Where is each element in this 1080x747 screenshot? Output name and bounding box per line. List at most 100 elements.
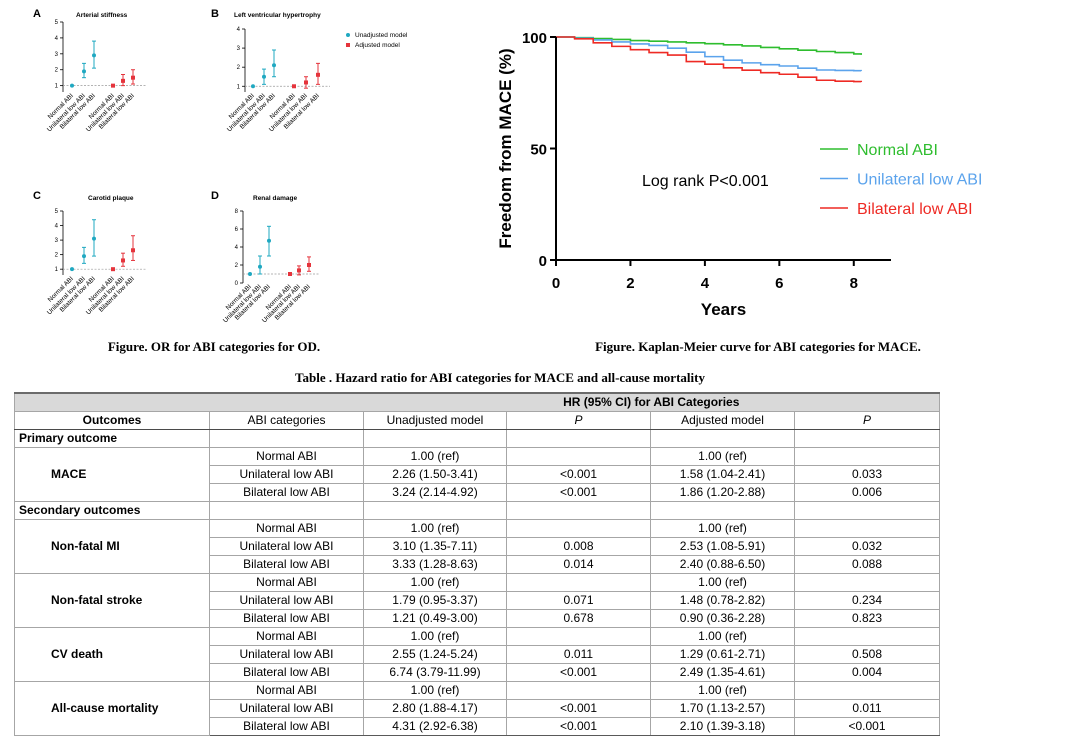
outcome-label: All-cause mortality bbox=[14, 681, 210, 736]
p-adjusted-cell: <0.001 bbox=[794, 717, 940, 736]
x-axis-label: Years bbox=[701, 300, 746, 319]
legend-label: Bilateral low ABI bbox=[857, 201, 973, 218]
empty-cell bbox=[506, 501, 651, 520]
hr-adjusted-cell: 2.53 (1.08-5.91) bbox=[650, 537, 795, 556]
table-row: All-cause mortality Normal ABI 1.00 (ref) 1… bbox=[14, 681, 940, 736]
y-tick-label: 2 bbox=[55, 253, 59, 259]
empty-cell bbox=[794, 429, 940, 448]
point-unadjusted bbox=[82, 254, 86, 259]
point-adjusted bbox=[131, 248, 135, 253]
p-adjusted-cell: 0.088 bbox=[794, 555, 940, 574]
point-unadjusted bbox=[251, 84, 255, 89]
empty-cell bbox=[650, 501, 795, 520]
abi-category-cell: Bilateral low ABI bbox=[209, 483, 364, 502]
figure-caption-kaplan-meier: Figure. Kaplan-Meier curve for ABI categ… bbox=[595, 339, 921, 354]
p-unadjusted-cell: 0.014 bbox=[506, 555, 651, 574]
hr-unadjusted-cell: 2.26 (1.50-3.41) bbox=[363, 465, 507, 484]
legend-label: Unilateral low ABI bbox=[857, 172, 982, 189]
point-unadjusted bbox=[272, 63, 276, 68]
p-unadjusted-cell: <0.001 bbox=[506, 663, 651, 682]
legend-label: Adjusted model bbox=[355, 42, 400, 49]
y-tick-label: 4 bbox=[235, 245, 239, 251]
y-axis-label: Freedom from MACE (%) bbox=[496, 48, 515, 248]
hr-adjusted-cell: 1.00 (ref) bbox=[650, 627, 795, 646]
p-adjusted-cell: 0.508 bbox=[794, 645, 940, 664]
legend-label: Unadjusted model bbox=[355, 32, 408, 39]
y-tick-label: 4 bbox=[237, 27, 241, 33]
y-tick-label: 0 bbox=[539, 253, 547, 270]
x-tick-label: 0 bbox=[552, 275, 560, 292]
y-tick-label: 6 bbox=[235, 227, 239, 233]
p-adjusted-cell bbox=[794, 627, 940, 646]
hr-adjusted-cell: 2.49 (1.35-4.61) bbox=[650, 663, 795, 682]
hr-adjusted-cell: 2.10 (1.39-3.18) bbox=[650, 717, 795, 736]
abi-category-cell: Normal ABI bbox=[209, 681, 364, 700]
hr-adjusted-cell: 1.58 (1.04-2.41) bbox=[650, 465, 795, 484]
abi-category-cell: Normal ABI bbox=[209, 573, 364, 592]
y-tick-label: 4 bbox=[55, 36, 59, 42]
column-header-adjusted-model: Adjusted model bbox=[650, 411, 795, 430]
km-curve-unilateral-low-abi bbox=[556, 36, 863, 72]
hr-unadjusted-cell: 3.33 (1.28-8.63) bbox=[363, 555, 507, 574]
point-adjusted bbox=[297, 268, 301, 273]
point-unadjusted bbox=[92, 53, 96, 58]
table-group-header: HR (95% CI) for ABI Categories bbox=[363, 392, 940, 412]
p-adjusted-cell: 0.032 bbox=[794, 537, 940, 556]
empty-cell bbox=[650, 429, 795, 448]
panel-letter: D bbox=[211, 190, 219, 202]
panel-title: Left ventricular hypertrophy bbox=[234, 12, 321, 19]
hr-unadjusted-cell: 1.21 (0.49-3.00) bbox=[363, 609, 507, 628]
point-adjusted bbox=[304, 80, 308, 85]
section-row: Primary outcome bbox=[14, 429, 940, 448]
abi-category-cell: Bilateral low ABI bbox=[209, 555, 364, 574]
y-tick-label: 3 bbox=[237, 46, 241, 52]
p-adjusted-cell bbox=[794, 519, 940, 538]
abi-category-cell: Normal ABI bbox=[209, 627, 364, 646]
y-tick-label: 5 bbox=[55, 20, 59, 26]
legend-item-unilateral-low-abi: Unilateral low ABI bbox=[820, 172, 982, 189]
table-row: Unilateral low ABI 2.55 (1.24-5.24) 0.011 1… bbox=[15, 645, 940, 664]
empty-cell bbox=[209, 501, 364, 520]
p-adjusted-cell bbox=[794, 573, 940, 592]
table-row: Non-fatal MI Normal ABI 1.00 (ref) 1.00 (re… bbox=[14, 519, 940, 574]
abi-category-cell: Unilateral low ABI bbox=[209, 645, 364, 664]
panel-title: Carotid plaque bbox=[88, 195, 134, 202]
outcome-label: CV death bbox=[14, 627, 210, 682]
point-adjusted bbox=[288, 272, 292, 276]
point-unadjusted bbox=[70, 83, 74, 88]
log-rank-annotation: Log rank P<0.001 bbox=[642, 173, 769, 190]
y-tick-label: 2 bbox=[55, 68, 59, 74]
figure-caption-odds-ratio: Figure. OR for ABI categories for OD. bbox=[107, 339, 321, 354]
p-adjusted-cell: 0.234 bbox=[794, 591, 940, 610]
point-adjusted bbox=[121, 78, 125, 83]
point-unadjusted bbox=[262, 74, 266, 79]
y-tick-label: 8 bbox=[235, 209, 239, 215]
abi-category-cell: Unilateral low ABI bbox=[209, 591, 364, 610]
legend-item-normal-abi: Normal ABI bbox=[820, 142, 938, 159]
hr-unadjusted-cell: 1.00 (ref) bbox=[363, 681, 507, 700]
p-adjusted-cell: 0.011 bbox=[794, 699, 940, 718]
outcome-label: Non-fatal MI bbox=[14, 519, 210, 574]
p-unadjusted-cell: <0.001 bbox=[506, 465, 651, 484]
y-tick-label: 2 bbox=[237, 65, 241, 71]
x-tick-label: 4 bbox=[701, 275, 710, 292]
section-label: Secondary outcomes bbox=[14, 501, 210, 520]
y-tick-label: 1 bbox=[237, 84, 241, 90]
p-unadjusted-cell: <0.001 bbox=[506, 483, 651, 502]
empty-cell bbox=[363, 501, 507, 520]
point-unadjusted bbox=[92, 236, 96, 241]
figure-area: A Arterial stiffness 1 2 3 4 5 Normal ABI Unilat… bbox=[33, 8, 982, 324]
hr-unadjusted-cell: 1.00 (ref) bbox=[363, 573, 507, 592]
hr-unadjusted-cell: 1.00 (ref) bbox=[363, 627, 507, 646]
table-title: Table . Hazard ratio for ABI categories … bbox=[295, 370, 705, 385]
table-row: Bilateral low ABI 3.33 (1.28-8.63) 0.014 2.… bbox=[15, 555, 940, 574]
hr-unadjusted-cell: 4.31 (2.92-6.38) bbox=[363, 717, 507, 736]
legend-marker-circle bbox=[346, 33, 350, 37]
x-tick-label: 6 bbox=[775, 275, 783, 292]
kaplan-meier-chart: 0 50 100 0 2 4 6 8 Freedom from MACE (%) Years Log… bbox=[496, 30, 982, 319]
table-row: Non-fatal stroke Normal ABI 1.00 (ref) 1.00… bbox=[14, 573, 940, 628]
